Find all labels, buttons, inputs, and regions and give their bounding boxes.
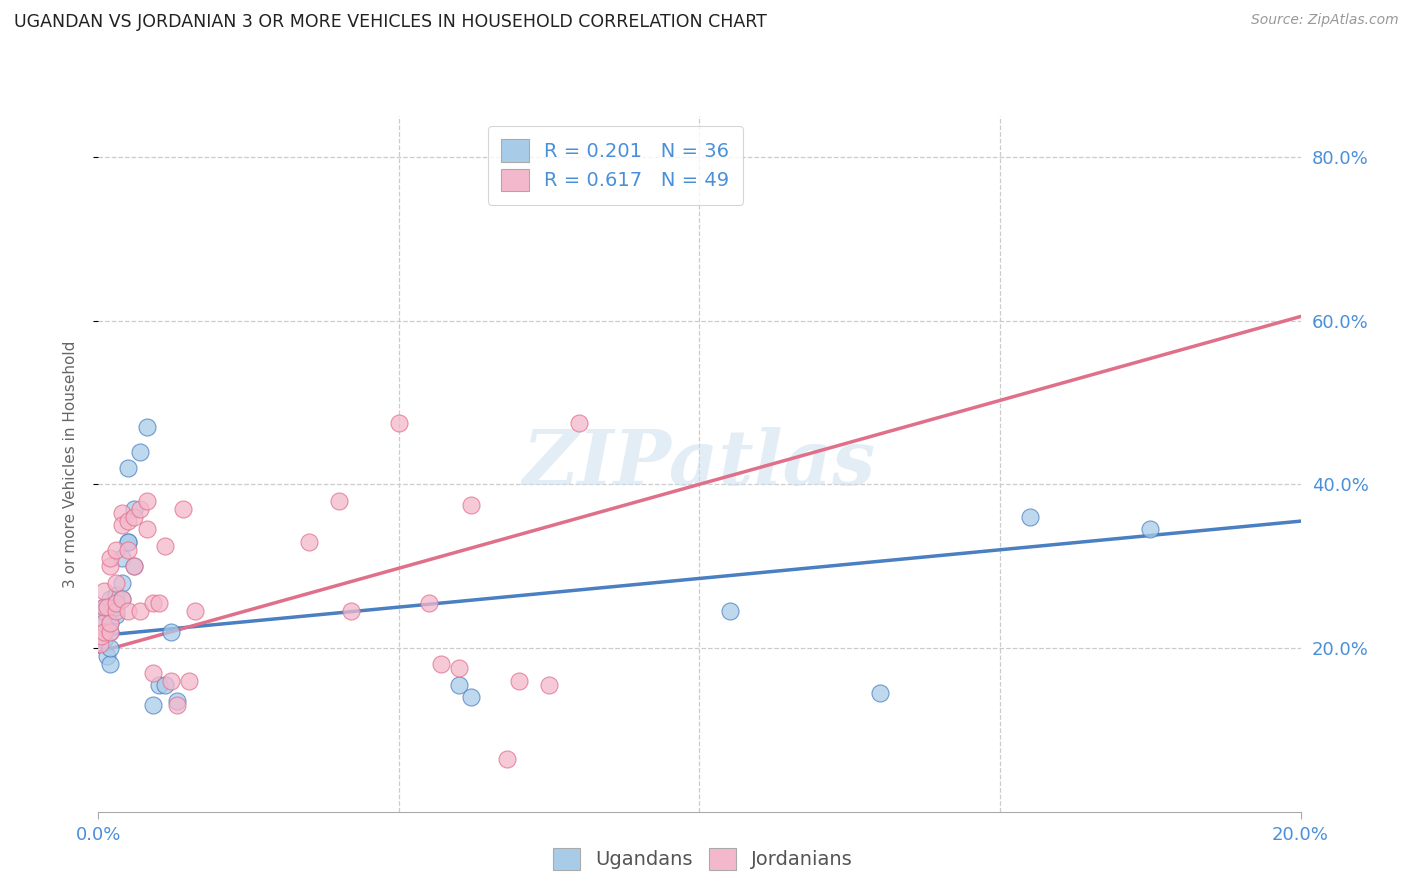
Point [90,604,112,618]
Point [100,640,122,655]
Point [568,416,591,430]
Point [135,522,157,536]
Point [96,600,118,615]
Point [100,616,122,631]
Point [93,616,115,631]
Point [298,534,321,549]
Point [117,534,139,549]
Y-axis label: 3 or more Vehicles in Household: 3 or more Vehicles in Household [63,340,77,588]
Point [100,624,122,639]
Point [93,600,115,615]
Point [100,591,122,606]
Point [93,604,115,618]
Point [141,596,163,610]
Point [105,608,128,623]
Point [100,624,122,639]
Point [869,686,891,700]
Point [460,690,482,705]
Point [183,604,205,618]
Point [447,661,470,675]
Point [340,604,363,618]
Point [124,559,146,574]
Text: Source: ZipAtlas.com: Source: ZipAtlas.com [1251,13,1399,28]
Point [166,698,188,713]
Point [100,657,122,672]
Point [100,559,122,574]
Point [93,583,115,598]
Text: UGANDAN VS JORDANIAN 3 OR MORE VEHICLES IN HOUSEHOLD CORRELATION CHART: UGANDAN VS JORDANIAN 3 OR MORE VEHICLES … [14,13,766,31]
Point [105,600,128,615]
Point [117,514,139,528]
Point [91,616,114,631]
Point [141,665,163,680]
Point [1139,522,1161,536]
Point [159,673,181,688]
Point [460,498,482,512]
Point [124,559,146,574]
Point [430,657,453,672]
Text: ZIPatlas: ZIPatlas [523,427,876,500]
Point [153,539,176,553]
Point [447,678,470,692]
Point [111,551,134,566]
Point [166,694,188,708]
Point [93,600,115,615]
Point [96,649,118,664]
Point [89,637,111,651]
Point [718,604,741,618]
Point [111,591,134,606]
Point [105,542,128,557]
Point [159,624,181,639]
Point [105,596,128,610]
Point [1019,510,1042,524]
Point [328,493,350,508]
Point [148,596,170,610]
Point [117,604,139,618]
Point [111,575,134,590]
Point [153,678,176,692]
Point [538,678,561,692]
Point [135,420,157,434]
Point [105,604,128,618]
Point [111,518,134,533]
Point [124,510,146,524]
Legend: R = 0.201   N = 36, R = 0.617   N = 49: R = 0.201 N = 36, R = 0.617 N = 49 [488,126,742,204]
Point [100,616,122,631]
Point [93,632,115,647]
Point [117,461,139,475]
Point [111,591,134,606]
Point [124,501,146,516]
Point [93,624,115,639]
Point [172,501,194,516]
Point [177,673,200,688]
Point [418,596,440,610]
Point [129,501,152,516]
Point [129,444,152,458]
Point [90,629,112,643]
Point [117,534,139,549]
Point [111,506,134,520]
Point [117,542,139,557]
Point [105,588,128,602]
Point [508,673,530,688]
Point [141,698,163,713]
Point [496,751,519,765]
Point [100,551,122,566]
Point [129,604,152,618]
Point [148,678,170,692]
Point [105,575,128,590]
Point [91,624,114,639]
Legend: Ugandans, Jordanians: Ugandans, Jordanians [546,839,860,878]
Point [388,416,411,430]
Point [135,493,157,508]
